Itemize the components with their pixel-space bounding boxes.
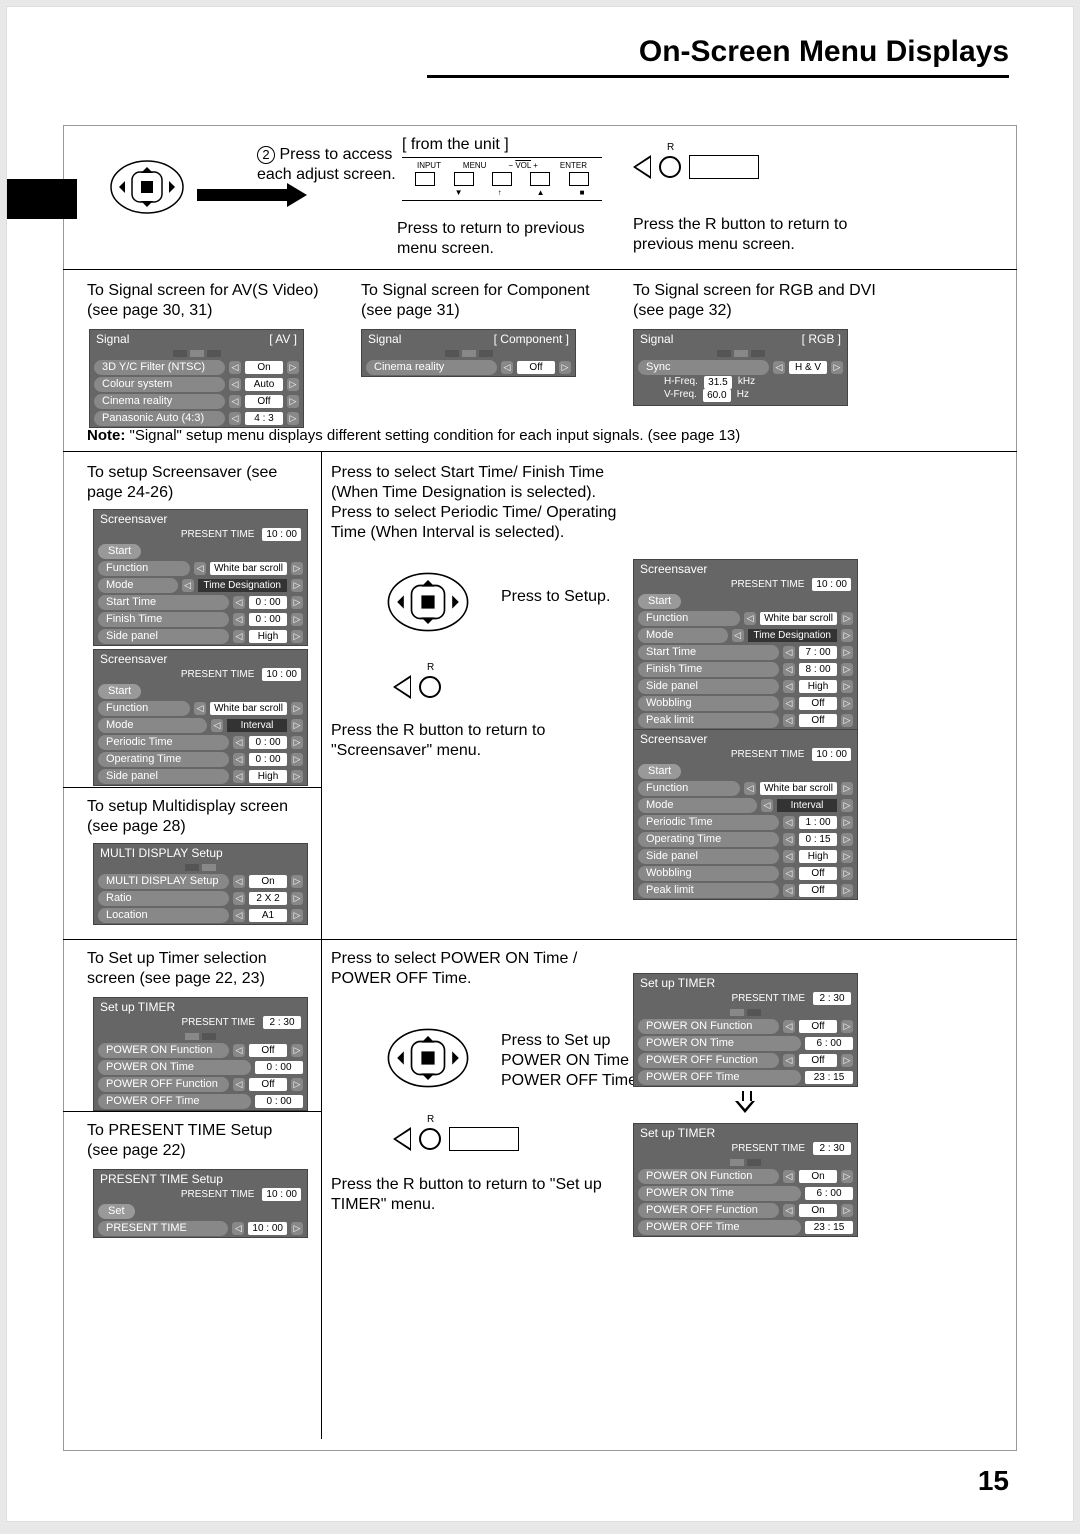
arrow-right-icon <box>197 183 307 207</box>
osd-row: Operating Time◁0 : 00▷ <box>94 751 307 768</box>
osd-row: Finish Time◁8 : 00▷ <box>634 661 857 678</box>
osd-row: POWER ON Function◁On▷ <box>634 1168 857 1185</box>
osd-row: Mode◁Time Designation▷ <box>634 627 857 644</box>
osd-row: Cinema reality◁Off▷ <box>90 393 303 410</box>
osd-multidisplay: MULTI DISPLAY Setup MULTI DISPLAY Setup◁… <box>93 843 308 925</box>
osd-signal-component: Signal[ Component ] Cinema reality◁Off▷ <box>361 329 576 377</box>
multidisplay-heading: To setup Multidisplay screen (see page 2… <box>87 797 307 837</box>
press-setup-text: Press to Setup. <box>501 587 610 607</box>
title-underline <box>427 75 1009 78</box>
remote-icon <box>383 1025 473 1091</box>
osd-row: Panasonic Auto (4:3)◁4 : 3▷ <box>90 410 303 427</box>
black-marker <box>7 179 77 219</box>
timer-center-text: Press to select POWER ON Time / POWER OF… <box>331 949 591 989</box>
osd-row: Side panel◁High▷ <box>94 628 307 645</box>
osd-row: Start Time◁0 : 00▷ <box>94 594 307 611</box>
r-return-diagram: R <box>393 675 441 699</box>
osd-row: Function◁White bar scroll▷ <box>634 610 857 627</box>
page-number: 15 <box>978 1465 1009 1497</box>
remote-icon <box>107 157 187 217</box>
osd-row: Location◁A1▷ <box>94 907 307 924</box>
down-arrow-icon <box>735 1091 755 1115</box>
from-unit-label: [ from the unit ] <box>402 135 509 155</box>
osd-row: Periodic Time◁0 : 00▷ <box>94 734 307 751</box>
osd-row: POWER OFF Time0 : 00 <box>94 1093 307 1110</box>
osd-row: Sync◁H & V▷ <box>634 359 847 376</box>
osd-row: Operating Time◁0 : 15▷ <box>634 831 857 848</box>
osd-row: POWER ON Function◁Off▷ <box>634 1018 857 1035</box>
osd-row: PRESENT TIME◁10 : 00▷ <box>94 1220 307 1237</box>
osd-signal-av: Signal[ AV ] 3D Y/C Filter (NTSC)◁On▷Col… <box>89 329 304 428</box>
osd-row: Colour system◁Auto▷ <box>90 376 303 393</box>
osd-row: POWER OFF Function◁On▷ <box>634 1202 857 1219</box>
r-return-diagram: R <box>393 1127 519 1151</box>
osd-row: Start Time◁7 : 00▷ <box>634 644 857 661</box>
osd-timer-right2: Set up TIMER PRESENT TIME2 : 30 POWER ON… <box>633 1123 858 1237</box>
osd-row: POWER ON Time0 : 00 <box>94 1059 307 1076</box>
signal-note: Note: "Signal" setup menu displays diffe… <box>87 427 967 446</box>
osd-timer-right1: Set up TIMER PRESENT TIME2 : 30 POWER ON… <box>633 973 858 1087</box>
step2-text: 2 Press to access each adjust screen. <box>257 145 417 185</box>
osd-signal-rgb: Signal[ RGB ] Sync◁H & V▷ H-Freq.31.5kHz… <box>633 329 848 406</box>
osd-row: Wobbling◁Off▷ <box>634 695 857 712</box>
osd-row: Periodic Time◁1 : 00▷ <box>634 814 857 831</box>
osd-row: POWER OFF Function◁Off▷ <box>94 1076 307 1093</box>
osd-row: Function◁White bar scroll▷ <box>94 700 307 717</box>
remote-icon <box>383 569 473 635</box>
osd-row: Side panel◁High▷ <box>94 768 307 785</box>
osd-screensaver-right1: Screensaver PRESENT TIME10 : 00 Start Fu… <box>633 559 858 730</box>
osd-row: Mode◁Interval▷ <box>94 717 307 734</box>
timer-heading: To Set up Timer selection screen (see pa… <box>87 949 307 989</box>
r-return-diagram: R <box>633 155 759 179</box>
osd-present-time: PRESENT TIME Setup PRESENT TIME10 : 00 S… <box>93 1169 308 1238</box>
osd-row: 3D Y/C Filter (NTSC)◁On▷ <box>90 359 303 376</box>
osd-screensaver-right2: Screensaver PRESENT TIME10 : 00 Start Fu… <box>633 729 858 900</box>
osd-row: Peak limit◁Off▷ <box>634 712 857 729</box>
osd-row: Function◁White bar scroll▷ <box>94 560 307 577</box>
r-return-timer: Press the R button to return to "Set up … <box>331 1175 621 1215</box>
osd-screensaver-left2: Screensaver PRESENT TIME10 : 00 Start Fu… <box>93 649 308 786</box>
osd-row: POWER ON Time6 : 00 <box>634 1035 857 1052</box>
osd-row: Finish Time◁0 : 00▷ <box>94 611 307 628</box>
osd-row: Ratio◁2 X 2▷ <box>94 890 307 907</box>
signal-rgb-heading: To Signal screen for RGB and DVI (see pa… <box>633 281 891 321</box>
return-prev-text: Press to return to previous menu screen. <box>397 219 607 259</box>
r-return-screensaver: Press the R button to return to "Screens… <box>331 721 621 761</box>
osd-timer-left: Set up TIMER PRESENT TIME2 : 30 POWER ON… <box>93 997 308 1111</box>
unit-panel: INPUTMENU − VOL + ENTER ▼↑▲■ <box>402 157 602 201</box>
osd-row: Wobbling◁Off▷ <box>634 865 857 882</box>
osd-row: POWER ON Function◁Off▷ <box>94 1042 307 1059</box>
osd-row: Peak limit◁Off▷ <box>634 882 857 899</box>
osd-row: POWER OFF Time23 : 15 <box>634 1069 857 1086</box>
osd-screensaver-left1: Screensaver PRESENT TIME10 : 00 Start Fu… <box>93 509 308 646</box>
osd-row: Mode◁Interval▷ <box>634 797 857 814</box>
osd-row: Side panel◁High▷ <box>634 848 857 865</box>
osd-row: POWER OFF Function◁Off▷ <box>634 1052 857 1069</box>
osd-row: Function◁White bar scroll▷ <box>634 780 857 797</box>
osd-row: Side panel◁High▷ <box>634 678 857 695</box>
osd-row: Mode◁Time Designation▷ <box>94 577 307 594</box>
osd-row: POWER OFF Time23 : 15 <box>634 1219 857 1236</box>
screensaver-heading: To setup Screensaver (see page 24-26) <box>87 463 307 503</box>
signal-av-heading: To Signal screen for AV(S Video) (see pa… <box>87 281 345 321</box>
screensaver-center-text: Press to select Start Time/ Finish Time … <box>331 463 651 543</box>
osd-row: POWER ON Time6 : 00 <box>634 1185 857 1202</box>
present-time-heading: To PRESENT TIME Setup (see page 22) <box>87 1121 307 1161</box>
signal-component-heading: To Signal screen for Component (see page… <box>361 281 619 321</box>
r-return-text: Press the R button to return to previous… <box>633 215 893 255</box>
page-title: On-Screen Menu Displays <box>639 35 1009 69</box>
osd-row: Cinema reality◁Off▷ <box>362 359 575 376</box>
osd-row: MULTI DISPLAY Setup◁On▷ <box>94 873 307 890</box>
